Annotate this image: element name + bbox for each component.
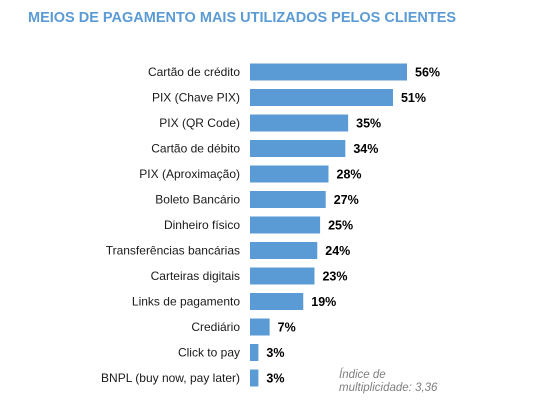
value-label-cartao-de-credito: 56% [415, 66, 440, 80]
value-label-transferencias-bancarias: 24% [325, 244, 350, 258]
value-label-carteiras-digitais: 23% [322, 270, 347, 284]
category-label-cartao-de-debito: Cartão de débito [151, 142, 240, 156]
bar-dinheiro-fisico [250, 216, 321, 234]
category-label-links-de-pagamento: Links de pagamento [132, 295, 240, 309]
category-label-transferencias-bancarias: Transferências bancárias [106, 244, 240, 258]
category-label-bnpl-buy-now-pay-later: BNPL (buy now, pay later) [101, 371, 240, 385]
value-label-dinheiro-fisico: 25% [328, 219, 353, 233]
bar-carteiras-digitais [250, 267, 315, 285]
category-label-pix-aproximacao: PIX (Aproximação) [139, 167, 240, 181]
value-label-pix-aproximacao: 28% [337, 168, 362, 182]
chart-title: MEIOS DE PAGAMENTO MAIS UTILIZADOS PELOS… [28, 10, 457, 26]
value-label-pix-chave-pix: 51% [401, 91, 426, 105]
bar-crediario [250, 318, 270, 336]
value-label-cartao-de-debito: 34% [353, 142, 378, 156]
value-label-links-de-pagamento: 19% [311, 295, 336, 309]
multiplicity-note: Índice de multiplicidade: 3,36 [339, 369, 438, 394]
bar-transferencias-bancarias [250, 242, 318, 259]
value-label-pix-qr-code: 35% [356, 117, 381, 131]
value-label-bnpl-buy-now-pay-later: 3% [266, 372, 284, 386]
value-label-crediario: 7% [278, 321, 296, 335]
category-label-pix-chave-pix: PIX (Chave PIX) [152, 91, 240, 105]
bar-pix-qr-code [250, 114, 349, 132]
category-label-boleto-bancario: Boleto Bancário [155, 193, 240, 207]
bar-bnpl-buy-now-pay-later [250, 369, 259, 387]
bar-cartao-de-credito [250, 63, 407, 81]
bar-click-to-pay [250, 344, 259, 361]
value-label-boleto-bancario: 27% [334, 193, 359, 207]
bar-cartao-de-debito [250, 140, 346, 157]
bar-pix-chave-pix [250, 89, 393, 106]
category-label-cartao-de-credito: Cartão de crédito [148, 65, 240, 79]
bar-links-de-pagamento [250, 293, 304, 310]
bar-pix-aproximacao [250, 165, 329, 183]
category-label-pix-qr-code: PIX (QR Code) [159, 116, 240, 130]
bar-boleto-bancario [250, 191, 326, 208]
value-label-click-to-pay: 3% [266, 346, 284, 360]
category-label-carteiras-digitais: Carteiras digitais [151, 269, 240, 283]
category-label-dinheiro-fisico: Dinheiro físico [164, 218, 240, 232]
category-label-crediario: Crediário [191, 320, 240, 334]
category-label-click-to-pay: Click to pay [178, 346, 240, 360]
